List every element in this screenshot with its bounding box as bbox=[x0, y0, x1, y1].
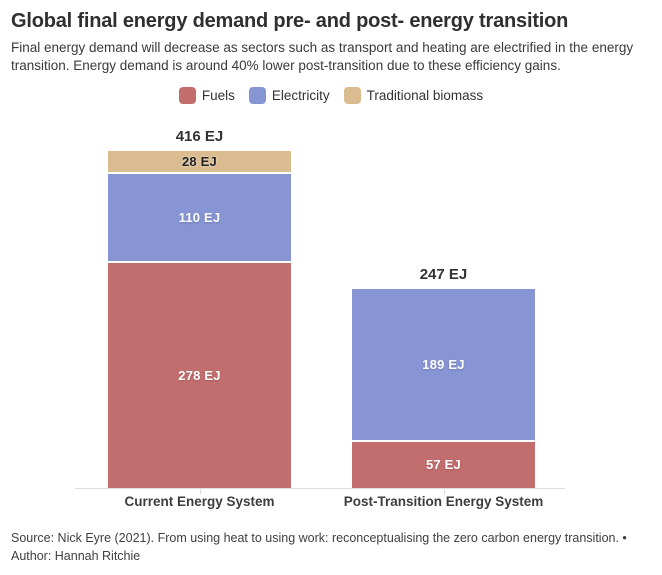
segment-fuels: 57 EJ bbox=[352, 441, 535, 488]
legend-swatch-electricity-icon bbox=[248, 87, 266, 104]
segment-fuels: 278 EJ bbox=[108, 262, 291, 488]
segment-value-label: 189 EJ bbox=[422, 356, 465, 372]
bar-total-label: 247 EJ bbox=[419, 265, 468, 283]
legend-swatch-fuels-icon bbox=[178, 87, 196, 104]
plot-area: 28 EJ 110 EJ 278 EJ 416 EJ Current Energy Sy… bbox=[0, 120, 662, 520]
category-label: Post-Transition Energy System bbox=[343, 494, 544, 509]
segment-value-label: 278 EJ bbox=[178, 367, 221, 383]
x-axis-tick bbox=[443, 489, 445, 494]
segment-electricity: 189 EJ bbox=[352, 288, 535, 442]
segment-value-label: 110 EJ bbox=[178, 209, 221, 225]
chart-area: 28 EJ 110 EJ 278 EJ 416 EJ Current Energy Sy… bbox=[0, 120, 662, 520]
legend-label: Fuels bbox=[201, 88, 235, 103]
bar-column-post-transition-energy-system: 189 EJ 57 EJ bbox=[352, 288, 535, 488]
legend-label: Electricity bbox=[271, 88, 330, 103]
segment-traditional-biomass: 28 EJ bbox=[108, 151, 291, 174]
segment-value-label: 28 EJ bbox=[182, 153, 217, 169]
author-line: Author: Hannah Ritchie bbox=[11, 549, 141, 564]
segment-value-label: 57 EJ bbox=[426, 457, 461, 473]
legend-item-fuels: Fuels bbox=[178, 87, 235, 104]
chart-title: Global final energy demand pre- and post… bbox=[11, 10, 569, 32]
legend-label: Traditional biomass bbox=[366, 88, 484, 103]
bar-total-label: 416 EJ bbox=[175, 128, 224, 145]
source-line: Source: Nick Eyre (2021). From using hea… bbox=[11, 531, 627, 545]
segment-electricity: 110 EJ bbox=[108, 173, 291, 263]
legend-item-traditional-biomass: Traditional biomass bbox=[343, 87, 484, 104]
legend-item-electricity: Electricity bbox=[248, 87, 330, 104]
bar-column-current-energy-system: 28 EJ 110 EJ 278 EJ bbox=[108, 151, 291, 488]
chart-subtitle: Final energy demand will decrease as sec… bbox=[11, 40, 634, 74]
category-label: Current Energy System bbox=[124, 494, 275, 509]
source-note: Source: Nick Eyre (2021). From using hea… bbox=[11, 529, 651, 565]
x-axis-line bbox=[75, 488, 565, 489]
legend: Fuels Electricity Traditional biomass bbox=[0, 87, 662, 104]
legend-swatch-traditional-biomass-icon bbox=[343, 87, 361, 104]
x-axis-tick bbox=[199, 489, 201, 494]
